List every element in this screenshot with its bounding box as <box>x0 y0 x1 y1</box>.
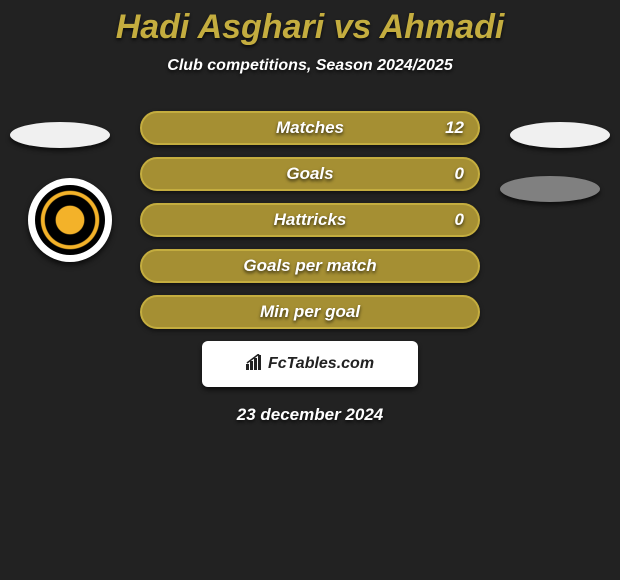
stat-label: Min per goal <box>260 302 360 322</box>
page-title: Hadi Asghari vs Ahmadi <box>0 0 620 47</box>
chart-icon <box>246 354 264 375</box>
stat-row-min-per-goal: Min per goal <box>140 295 480 329</box>
stat-value: 12 <box>445 118 464 138</box>
stat-row-goals-per-match: Goals per match <box>140 249 480 283</box>
stats-container: Matches 12 Goals 0 Hattricks 0 Goals per… <box>140 111 480 329</box>
site-name: FcTables.com <box>268 355 374 373</box>
stat-row-hattricks: Hattricks 0 <box>140 203 480 237</box>
subtitle: Club competitions, Season 2024/2025 <box>0 57 620 75</box>
stat-label: Goals per match <box>243 256 376 276</box>
player-left-placeholder <box>10 122 110 148</box>
stat-row-goals: Goals 0 <box>140 157 480 191</box>
player-right-placeholder <box>510 122 610 148</box>
stat-label: Hattricks <box>274 210 347 230</box>
stat-label: Goals <box>286 164 333 184</box>
stat-value: 0 <box>455 210 464 230</box>
stat-label: Matches <box>276 118 344 138</box>
player-right-placeholder-2 <box>500 176 600 202</box>
date-label: 23 december 2024 <box>0 405 620 425</box>
site-watermark[interactable]: FcTables.com <box>202 341 418 387</box>
club-logo <box>28 178 112 262</box>
stat-value: 0 <box>455 164 464 184</box>
stat-row-matches: Matches 12 <box>140 111 480 145</box>
